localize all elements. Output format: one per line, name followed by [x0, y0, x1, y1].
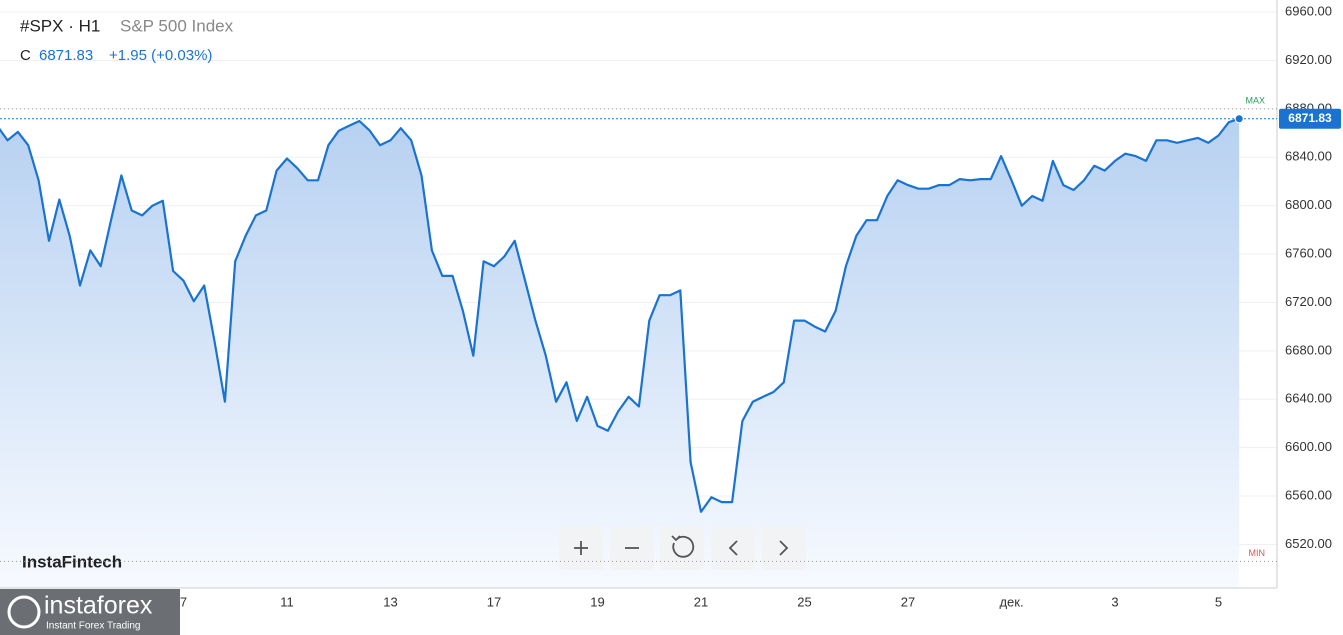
y-tick-label: 6920.00 — [1285, 52, 1332, 67]
y-tick-label: 6800.00 — [1285, 197, 1332, 212]
y-tick-label: 6680.00 — [1285, 342, 1332, 357]
max-line-label: MAX — [1245, 95, 1265, 105]
y-tick-label: 6520.00 — [1285, 536, 1332, 551]
zoom-in-button[interactable] — [559, 526, 603, 570]
change: +1.95 (+0.03%) — [109, 47, 212, 64]
instrument-name: S&P 500 Index — [120, 16, 234, 35]
price-line — [0, 117, 1240, 513]
y-tick-label: 6560.00 — [1285, 487, 1332, 502]
scroll-right-button[interactable] — [762, 526, 806, 570]
x-tick-label: 11 — [280, 594, 294, 609]
logo-text: instaforex — [44, 592, 153, 620]
axes: 6520.00 6560.00 6600.00 6640.00 6680.00 6720.… — [76, 4, 1332, 610]
area-fill — [0, 118, 1240, 588]
price-tag-label: 6871.83 — [1288, 111, 1332, 125]
zoom-out-button[interactable] — [610, 526, 654, 570]
x-tick-label: 3 — [1111, 594, 1118, 609]
close-value: 6871.83 — [39, 47, 93, 64]
scroll-left-button[interactable] — [711, 526, 755, 570]
logo: instaforex Instant Forex Trading — [0, 589, 180, 635]
price-tag — [1279, 108, 1341, 129]
close-label: C — [20, 47, 31, 64]
symbol: #SPX · H1 — [20, 16, 100, 35]
reset-button[interactable] — [660, 526, 704, 570]
logo-tagline: Instant Forex Trading — [46, 621, 141, 632]
x-tick-label: 21 — [694, 594, 708, 609]
last-point — [1234, 114, 1244, 124]
x-tick-label: 17 — [487, 594, 501, 609]
y-tick-label: 6960.00 — [1285, 4, 1332, 19]
x-tick-label: 13 — [383, 594, 397, 609]
x-tick-label: дек. — [999, 594, 1023, 609]
min-line-label: MIN — [1249, 548, 1266, 558]
y-tick-label: 6760.00 — [1285, 246, 1332, 261]
y-tick-label: 6840.00 — [1285, 149, 1332, 164]
y-tick-label: 6600.00 — [1285, 439, 1332, 454]
x-tick-label: 19 — [590, 594, 604, 609]
watermark: InstaFintech — [22, 552, 122, 571]
x-tick-label: 25 — [797, 594, 811, 609]
y-tick-label: 6640.00 — [1285, 391, 1332, 406]
x-tick-label: 7 — [180, 594, 187, 609]
y-tick-label: 6720.00 — [1285, 294, 1332, 309]
x-tick-label: 27 — [901, 594, 915, 609]
plot-area — [0, 117, 1240, 588]
x-tick-label: 5 — [1215, 594, 1222, 609]
